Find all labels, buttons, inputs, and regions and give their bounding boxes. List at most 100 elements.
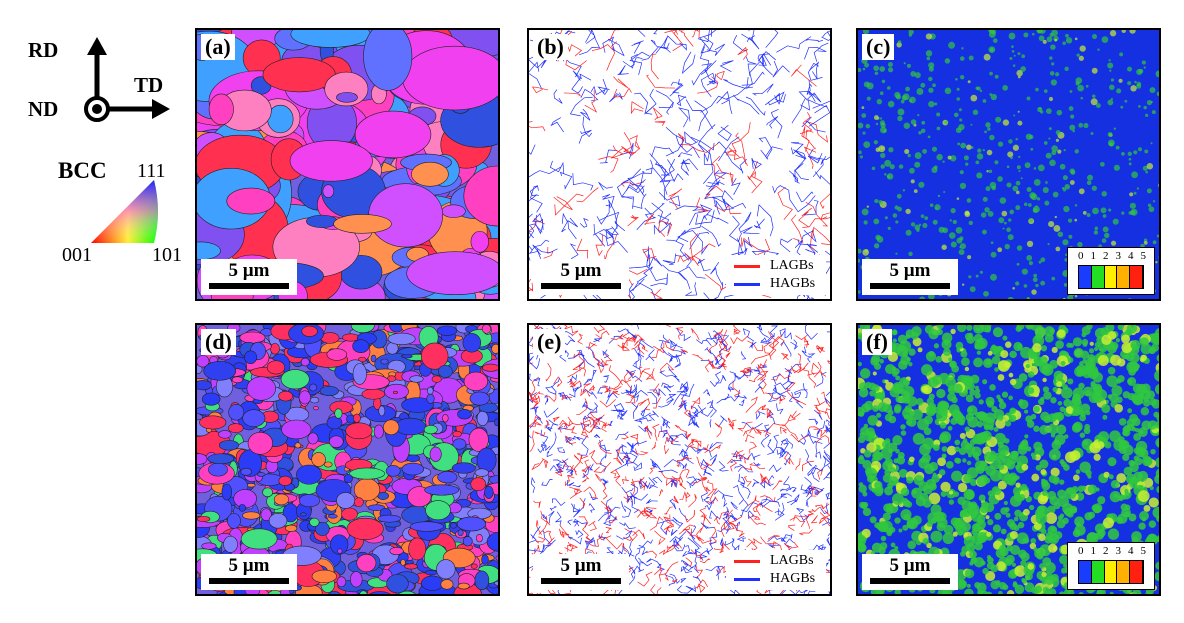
kam-spot xyxy=(983,53,991,61)
lagb-line xyxy=(561,394,573,401)
hagb-line xyxy=(767,391,775,403)
kam-spot xyxy=(873,243,880,249)
grain xyxy=(197,241,221,261)
hagb-line xyxy=(812,100,830,109)
scale-bar-label: 5 µm xyxy=(228,260,270,281)
hagb-line xyxy=(686,476,697,487)
kam-spot xyxy=(862,131,866,135)
hagb-line xyxy=(537,444,546,454)
hagb-line xyxy=(795,191,814,203)
grain xyxy=(449,522,458,529)
hagb-line xyxy=(609,92,623,103)
kam-spot xyxy=(967,382,975,391)
kam-spot xyxy=(994,74,999,79)
hagb-line xyxy=(627,328,637,339)
grain xyxy=(470,563,478,569)
grain xyxy=(226,187,276,215)
kam-spot xyxy=(1103,471,1110,478)
kam-spot xyxy=(1020,483,1028,492)
lagb-line xyxy=(577,333,583,345)
grain xyxy=(481,325,492,334)
lagb-line xyxy=(807,361,822,376)
kam-spot xyxy=(1050,467,1060,477)
hagb-line xyxy=(678,460,688,470)
grain xyxy=(227,423,244,433)
kam-spot xyxy=(1084,512,1093,521)
kam-spot xyxy=(995,116,1002,123)
kam-spot xyxy=(989,384,996,391)
lagb-line xyxy=(683,30,700,39)
kam-spot xyxy=(1101,36,1109,44)
hagb-line xyxy=(684,215,708,234)
kam-spot xyxy=(937,457,946,467)
kam-spot xyxy=(865,467,878,480)
hagb-line xyxy=(797,239,817,247)
kam-spot xyxy=(988,30,994,33)
kam-spot xyxy=(1108,208,1112,212)
kam-spot xyxy=(1048,423,1059,435)
hagb-line xyxy=(583,415,588,421)
lagb-line xyxy=(749,426,763,434)
kam-spot xyxy=(1068,234,1073,239)
grain xyxy=(463,165,498,227)
kam-spot xyxy=(1034,585,1043,594)
lagb-line xyxy=(609,30,616,42)
lagb-line xyxy=(621,433,629,440)
lagb-line xyxy=(660,470,682,480)
kam-spot xyxy=(883,129,887,133)
kam-spot xyxy=(1078,382,1085,390)
kam-spot xyxy=(1064,184,1070,190)
hagb-line xyxy=(569,96,593,117)
lagb-line xyxy=(645,368,655,380)
kam-spot xyxy=(924,216,929,221)
lagb-line xyxy=(529,391,538,401)
hagb-line xyxy=(600,444,607,459)
hagb-line xyxy=(631,57,643,69)
lagb-line xyxy=(660,362,675,374)
lagb-line xyxy=(713,332,723,338)
grain xyxy=(326,348,348,361)
lagb-line xyxy=(584,459,591,470)
lagb-line xyxy=(654,530,666,546)
grain xyxy=(201,542,217,550)
kam-spot xyxy=(963,532,969,538)
lagb-line xyxy=(620,181,644,187)
hagb-line xyxy=(791,98,806,124)
hagb-line xyxy=(782,533,793,542)
hagb-line xyxy=(758,55,767,67)
kam-spot xyxy=(1143,395,1150,403)
hagb-line xyxy=(739,159,747,174)
hagb-line xyxy=(657,521,668,536)
hagb-line xyxy=(593,433,601,439)
kam-spot xyxy=(935,356,943,363)
kam-spot xyxy=(1129,192,1134,197)
kam-spot xyxy=(897,115,903,122)
kam-spot xyxy=(961,283,965,286)
kam-spot xyxy=(914,152,922,160)
lagb-line xyxy=(831,402,832,409)
kam-spot xyxy=(1003,221,1007,225)
lagb-line xyxy=(693,583,706,593)
lagb-line xyxy=(604,386,622,393)
lagb-line xyxy=(581,466,589,473)
hagb-line xyxy=(804,476,812,492)
kam-spot xyxy=(961,47,964,50)
hagb-line xyxy=(669,498,677,510)
kam-spot xyxy=(931,474,940,483)
kam-spot xyxy=(892,329,898,334)
kam-spot xyxy=(1079,45,1086,52)
kam-spot xyxy=(1115,145,1120,150)
kam-spot xyxy=(1018,155,1021,159)
kam-spot xyxy=(1109,591,1114,594)
hagb-line xyxy=(573,504,581,518)
hagb-line xyxy=(618,410,628,417)
hagb-line xyxy=(745,56,757,77)
hagb-line xyxy=(667,35,687,51)
kam-spot xyxy=(1061,186,1065,190)
kam-spot xyxy=(880,122,886,128)
lagb-line xyxy=(613,76,629,89)
kam-spot xyxy=(929,203,934,208)
kam-spot xyxy=(1094,226,1099,231)
kam-spot xyxy=(1140,407,1150,416)
kam-spot xyxy=(1041,571,1047,578)
